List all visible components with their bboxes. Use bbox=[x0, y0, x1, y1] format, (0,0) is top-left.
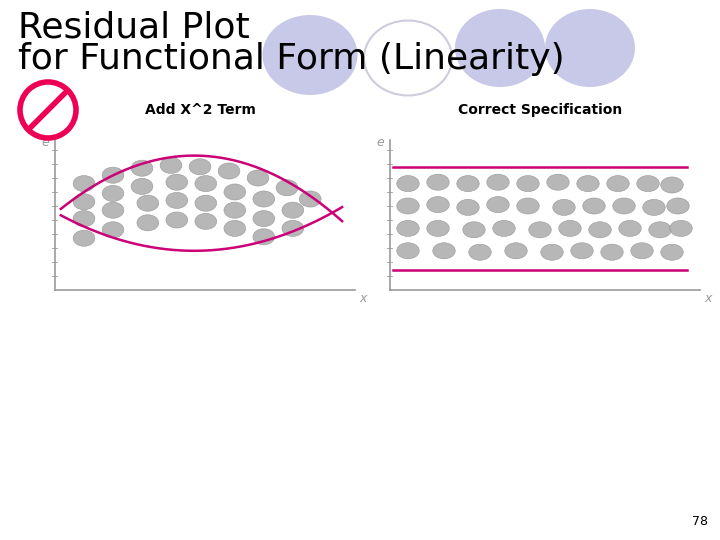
Ellipse shape bbox=[636, 176, 660, 192]
Ellipse shape bbox=[541, 244, 563, 260]
Ellipse shape bbox=[137, 195, 158, 211]
Ellipse shape bbox=[73, 211, 95, 227]
Ellipse shape bbox=[282, 202, 304, 218]
Ellipse shape bbox=[670, 220, 692, 237]
Text: e: e bbox=[376, 136, 384, 148]
Ellipse shape bbox=[589, 222, 611, 238]
Ellipse shape bbox=[505, 243, 527, 259]
Ellipse shape bbox=[189, 159, 211, 175]
Ellipse shape bbox=[492, 220, 516, 237]
Ellipse shape bbox=[631, 243, 653, 259]
Ellipse shape bbox=[571, 243, 593, 259]
Ellipse shape bbox=[600, 244, 624, 260]
Ellipse shape bbox=[463, 222, 485, 238]
Ellipse shape bbox=[300, 191, 321, 207]
Ellipse shape bbox=[102, 167, 124, 183]
Ellipse shape bbox=[661, 177, 683, 193]
Ellipse shape bbox=[195, 195, 217, 211]
Text: Add X^2 Term: Add X^2 Term bbox=[145, 103, 256, 117]
Ellipse shape bbox=[613, 198, 635, 214]
Ellipse shape bbox=[166, 174, 188, 190]
Ellipse shape bbox=[456, 176, 480, 192]
Ellipse shape bbox=[195, 176, 217, 192]
Text: Residual Plot: Residual Plot bbox=[18, 10, 250, 44]
Text: for Functional Form (Linearity): for Functional Form (Linearity) bbox=[18, 42, 564, 76]
Ellipse shape bbox=[427, 197, 449, 213]
Ellipse shape bbox=[517, 198, 539, 214]
Ellipse shape bbox=[102, 202, 124, 218]
Ellipse shape bbox=[397, 176, 419, 192]
Ellipse shape bbox=[545, 9, 635, 87]
Ellipse shape bbox=[131, 178, 153, 194]
Ellipse shape bbox=[397, 243, 419, 259]
Ellipse shape bbox=[517, 176, 539, 192]
Ellipse shape bbox=[195, 213, 217, 230]
Ellipse shape bbox=[618, 220, 642, 237]
Ellipse shape bbox=[160, 157, 182, 173]
Ellipse shape bbox=[253, 229, 274, 245]
Ellipse shape bbox=[131, 160, 153, 176]
Ellipse shape bbox=[102, 222, 124, 238]
Text: e: e bbox=[41, 136, 49, 148]
Text: 78: 78 bbox=[692, 515, 708, 528]
Ellipse shape bbox=[263, 15, 358, 95]
Ellipse shape bbox=[661, 244, 683, 260]
Ellipse shape bbox=[166, 192, 188, 208]
Ellipse shape bbox=[487, 174, 509, 190]
Ellipse shape bbox=[559, 220, 581, 237]
Ellipse shape bbox=[397, 198, 419, 214]
Text: Correct Specification: Correct Specification bbox=[458, 103, 622, 117]
Ellipse shape bbox=[553, 199, 575, 215]
Ellipse shape bbox=[137, 215, 158, 231]
Ellipse shape bbox=[649, 222, 671, 238]
Ellipse shape bbox=[643, 199, 665, 215]
Ellipse shape bbox=[224, 220, 246, 237]
Ellipse shape bbox=[667, 198, 689, 214]
Ellipse shape bbox=[433, 243, 455, 259]
Ellipse shape bbox=[582, 198, 606, 214]
Text: x: x bbox=[359, 292, 366, 305]
Ellipse shape bbox=[73, 176, 95, 192]
Ellipse shape bbox=[218, 163, 240, 179]
Ellipse shape bbox=[455, 9, 545, 87]
Ellipse shape bbox=[469, 244, 491, 260]
Ellipse shape bbox=[607, 176, 629, 192]
Ellipse shape bbox=[224, 184, 246, 200]
Ellipse shape bbox=[577, 176, 599, 192]
Ellipse shape bbox=[73, 230, 95, 246]
Ellipse shape bbox=[546, 174, 570, 190]
Ellipse shape bbox=[224, 202, 246, 218]
Circle shape bbox=[20, 82, 76, 138]
Ellipse shape bbox=[253, 191, 274, 207]
Ellipse shape bbox=[427, 174, 449, 190]
Ellipse shape bbox=[73, 194, 95, 210]
Ellipse shape bbox=[247, 170, 269, 186]
Ellipse shape bbox=[276, 180, 298, 196]
Ellipse shape bbox=[364, 21, 452, 96]
Ellipse shape bbox=[282, 220, 304, 237]
Ellipse shape bbox=[166, 212, 188, 228]
Ellipse shape bbox=[528, 222, 552, 238]
Ellipse shape bbox=[487, 197, 509, 213]
Ellipse shape bbox=[456, 199, 480, 215]
Ellipse shape bbox=[397, 220, 419, 237]
Ellipse shape bbox=[253, 211, 274, 227]
Ellipse shape bbox=[102, 185, 124, 201]
Ellipse shape bbox=[427, 220, 449, 237]
Text: x: x bbox=[704, 292, 711, 305]
